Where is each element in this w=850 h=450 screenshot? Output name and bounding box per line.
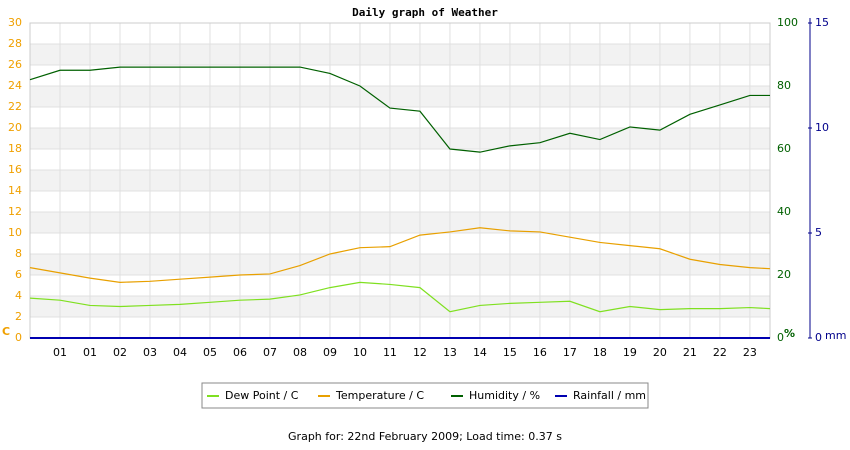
x-tick-label: 18 — [593, 346, 607, 359]
x-tick-label: 12 — [413, 346, 427, 359]
y2-axis-label: % — [784, 327, 795, 340]
y-tick-label: 14 — [8, 184, 22, 197]
y3-tick-label: 5 — [815, 226, 822, 239]
series-line — [29, 281, 771, 313]
x-tick-label: 10 — [353, 346, 367, 359]
x-tick-label: 03 — [143, 346, 157, 359]
y-tick-label: 4 — [15, 289, 22, 302]
x-tick-label: 23 — [743, 346, 757, 359]
y-tick-label: 28 — [8, 37, 22, 50]
y-tick-label: 2 — [15, 310, 22, 323]
footer: Graph for: 22nd February 2009; Load time… — [288, 430, 562, 443]
y-tick-label: 6 — [15, 268, 22, 281]
x-tick-label: 17 — [563, 346, 577, 359]
y-axis-label: C — [2, 325, 10, 338]
x-tick-label: 06 — [233, 346, 247, 359]
band — [30, 254, 770, 275]
y3-tick-label: 10 — [815, 121, 829, 134]
x-tick-label: 15 — [503, 346, 517, 359]
x-tick-label: 19 — [623, 346, 637, 359]
y2-tick-label: 20 — [777, 268, 791, 281]
y-tick-label: 0 — [15, 331, 22, 344]
x-tick-label: 20 — [653, 346, 667, 359]
x-tick-label: 04 — [173, 346, 187, 359]
band — [30, 86, 770, 107]
x-tick-label: 07 — [263, 346, 277, 359]
legend-label: Rainfall / mm — [573, 389, 646, 402]
y-tick-label: 12 — [8, 205, 22, 218]
legend-label: Temperature / C — [335, 389, 424, 402]
y3-tick-label: 0 — [815, 331, 822, 344]
x-tick-label: 05 — [203, 346, 217, 359]
y3-axis-label: mm — [825, 329, 846, 342]
band — [30, 296, 770, 317]
x-tick-label: 01 — [83, 346, 97, 359]
y-tick-label: 24 — [8, 79, 22, 92]
x-tick-label: 16 — [533, 346, 547, 359]
y-tick-label: 8 — [15, 247, 22, 260]
series-line — [29, 227, 771, 283]
chart-title: Daily graph of Weather — [352, 6, 498, 19]
x-tick-label: 01 — [53, 346, 67, 359]
band — [30, 128, 770, 149]
y2-tick-label: 60 — [777, 142, 791, 155]
y-tick-label: 22 — [8, 100, 22, 113]
y-tick-label: 30 — [8, 16, 22, 29]
x-tick-label: 22 — [713, 346, 727, 359]
band — [30, 170, 770, 191]
x-tick-label: 11 — [383, 346, 397, 359]
band — [30, 212, 770, 233]
y-tick-label: 10 — [8, 226, 22, 239]
legend-box — [201, 382, 649, 409]
series-line — [29, 66, 770, 153]
y3-tick-label: 15 — [815, 16, 829, 29]
legend-label: Dew Point / C — [225, 389, 299, 402]
y2-tick-label: 80 — [777, 79, 791, 92]
legend-label: Humidity / % — [469, 389, 540, 402]
x-tick-label: 21 — [683, 346, 697, 359]
band — [30, 44, 770, 65]
y2-tick-label: 40 — [777, 205, 791, 218]
y-tick-label: 20 — [8, 121, 22, 134]
y-tick-label: 18 — [8, 142, 22, 155]
x-tick-label: 08 — [293, 346, 307, 359]
y-tick-label: 16 — [8, 163, 22, 176]
x-tick-label: 14 — [473, 346, 487, 359]
x-tick-label: 13 — [443, 346, 457, 359]
y2-tick-label: 100 — [777, 16, 798, 29]
y2-tick-label: 0 — [777, 331, 784, 344]
x-tick-label: 02 — [113, 346, 127, 359]
x-tick-label: 09 — [323, 346, 337, 359]
y-tick-label: 26 — [8, 58, 22, 71]
